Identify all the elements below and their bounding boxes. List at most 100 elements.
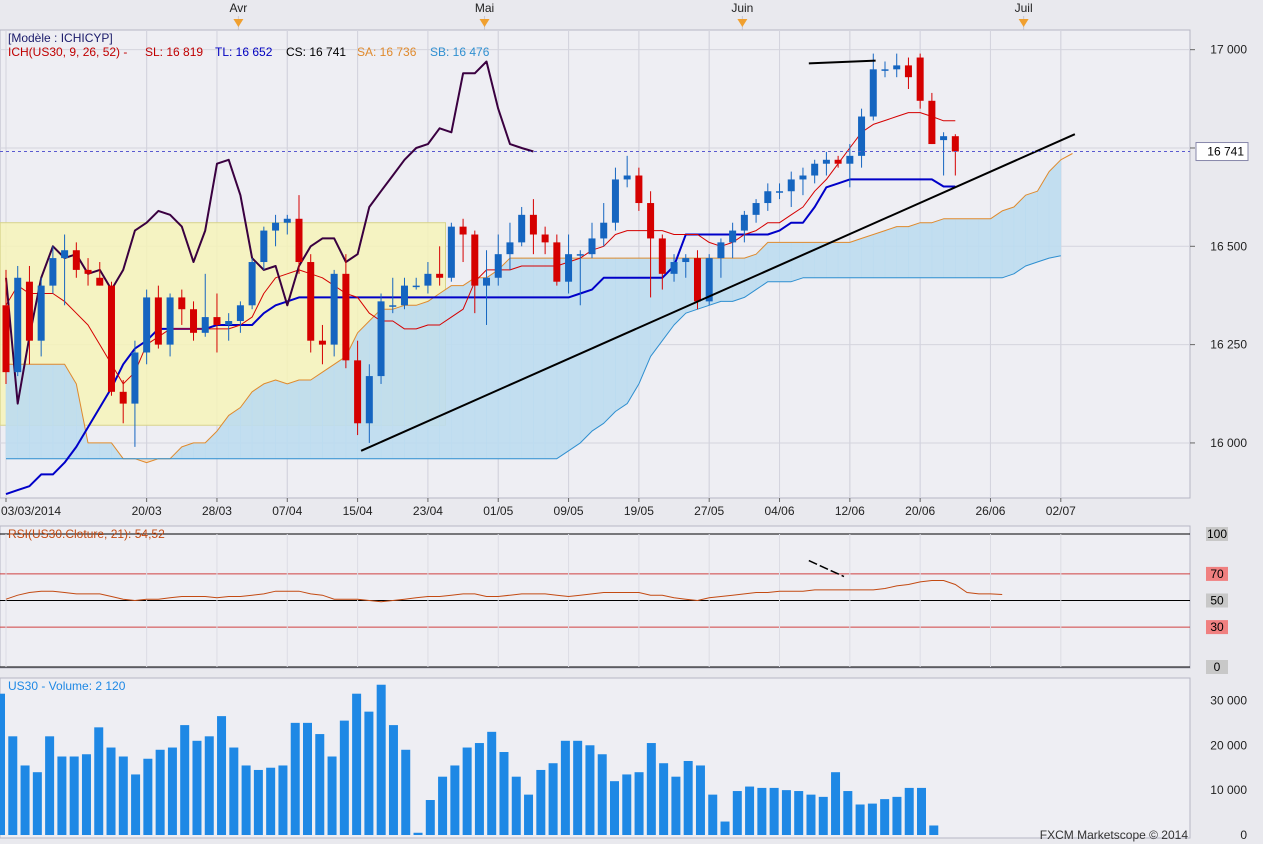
cloud-segment [1013, 194, 1026, 275]
volume-bar [794, 791, 804, 835]
candle [951, 134, 959, 176]
trendline [360, 133, 1076, 452]
last-price-label: 16 741 [1207, 145, 1244, 159]
volume-bar [548, 763, 558, 835]
candle-body [201, 317, 209, 333]
candle [787, 171, 795, 207]
volume-bar [708, 794, 718, 835]
volume-bar [524, 794, 534, 835]
date-tick-label: 20/06 [905, 504, 935, 518]
candle-body [881, 69, 889, 71]
cloud-segment [1025, 190, 1038, 267]
rsi-level-badge [1206, 527, 1228, 541]
month-label: Avr [230, 1, 248, 15]
candle [576, 250, 584, 306]
candle [776, 183, 784, 200]
candle [940, 132, 948, 176]
candle [248, 258, 256, 310]
rsi-tick-label: 0 [1214, 660, 1221, 674]
volume-bar [266, 767, 276, 835]
month-label: Juin [731, 1, 753, 15]
candle-body [846, 155, 854, 164]
candle-body [72, 250, 80, 270]
candle [541, 226, 549, 255]
candle-body [670, 262, 678, 274]
date-axis: 03/03/2014 20/03 28/03 07/04 15/04 23/04 01/05… [1, 498, 1076, 518]
candle [436, 246, 444, 286]
candle [272, 214, 280, 247]
volume-bar [131, 774, 141, 835]
candle-body [307, 262, 315, 341]
candle-body [518, 214, 526, 243]
candle-body [576, 254, 584, 256]
volume-bar [143, 758, 153, 835]
volume-bar [462, 747, 472, 835]
cloud-segment [427, 292, 440, 459]
cloud-segment [286, 379, 300, 459]
candle-body [822, 159, 830, 164]
candle-body [61, 250, 69, 259]
candle-body [260, 230, 268, 263]
candle [846, 144, 854, 188]
candle [459, 218, 467, 263]
candle-body [236, 305, 244, 322]
candle-body [647, 203, 655, 239]
cloud-segment [263, 379, 276, 459]
candle [822, 151, 830, 176]
volume-bar [303, 722, 312, 835]
cloud-segment [790, 242, 804, 283]
candle-body [84, 269, 92, 274]
candle-body [424, 273, 432, 286]
cloud-segment [333, 355, 347, 459]
candle [447, 222, 455, 282]
date-tick-label: 03/03/2014 [1, 504, 61, 518]
candle-body [928, 100, 936, 145]
candle [553, 234, 561, 286]
date-tick-label: 04/06 [765, 504, 795, 518]
volume-bar [695, 765, 705, 835]
candle [342, 254, 350, 369]
date-tick-label: 02/07 [1046, 504, 1076, 518]
candle-body [318, 340, 326, 345]
rsi-level-badge [1206, 660, 1228, 674]
rsi-level-badge [1206, 620, 1228, 635]
candle-body [96, 277, 104, 286]
candle [14, 265, 22, 377]
volume-bar [499, 752, 509, 835]
candle [72, 242, 80, 278]
candle-body [459, 226, 467, 235]
volume-axis: 30 000 20 000 10 000 0 [1210, 693, 1247, 842]
volume-bar [867, 803, 877, 835]
candle [225, 313, 233, 341]
candle [119, 380, 127, 424]
volume-bar [413, 832, 423, 835]
candle-body [916, 57, 924, 101]
cloud-segment [826, 242, 839, 279]
candle-body [717, 242, 725, 259]
cloud-segment [451, 285, 464, 459]
volume-bar [683, 760, 693, 835]
volume-panel: 30 000 20 000 10 000 0 US30 - Volume: 2 120… [0, 677, 1247, 842]
cloud-segment [251, 383, 265, 459]
watermark: FXCM Marketscope © 2014 [1040, 828, 1189, 842]
candle [166, 293, 174, 357]
candle-body [752, 203, 760, 215]
volume-bar [892, 796, 902, 835]
cloud-segment [404, 304, 417, 459]
volume-bar [167, 747, 177, 835]
tenkan-line [5, 112, 956, 385]
volume-bar [32, 772, 42, 835]
rsi-line [5, 559, 1003, 603]
candle [131, 340, 139, 447]
volume-bar [745, 786, 755, 835]
volume-bar [425, 800, 435, 835]
candle-body [904, 65, 912, 78]
candle [96, 262, 104, 286]
rsi-title: RSI(US30.Cloture, 21): 54,52 [8, 527, 165, 541]
candle-body [248, 262, 256, 306]
rsi-level-badge [1206, 593, 1228, 608]
volume-bar [769, 787, 779, 835]
volume-bar [57, 756, 67, 835]
volume-bar [339, 720, 349, 835]
